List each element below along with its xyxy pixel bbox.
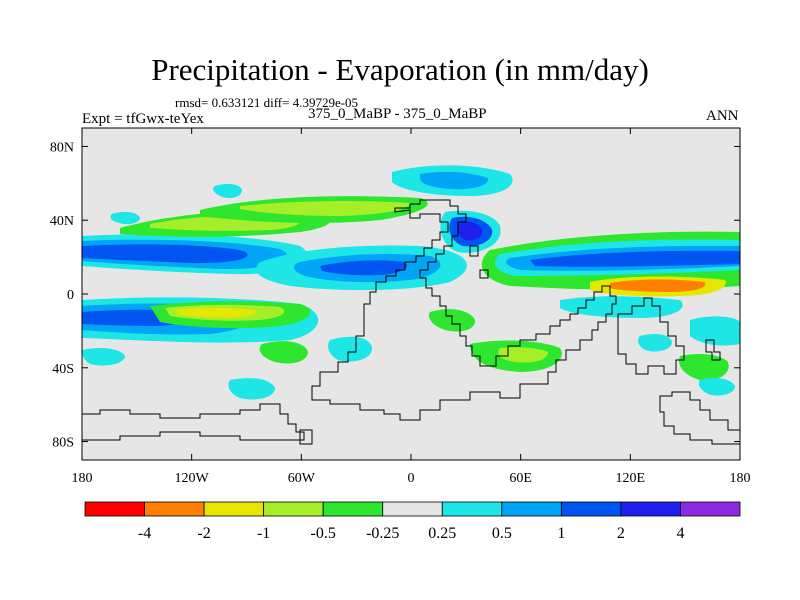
- coastline-southern-continent: [82, 403, 305, 441]
- colorbar-swatch: [441, 501, 503, 517]
- field-hlat-cyan-b: [213, 183, 242, 198]
- y-tick-label: 0: [67, 288, 74, 303]
- colorbar-label: 0.25: [428, 525, 456, 542]
- experiment-label: Expt = tfGwx-teYex: [82, 111, 204, 127]
- x-tick-label: 0: [408, 471, 415, 486]
- coastline-pangaea: [311, 199, 617, 421]
- field-smid-cyan-g: [328, 336, 372, 362]
- season-label: ANN: [706, 108, 739, 124]
- x-tick-label: 120E: [616, 471, 646, 486]
- field-smid-cyan-f: [690, 316, 740, 346]
- field-ssouth-cyan-c: [82, 348, 125, 366]
- colorbar-swatch: [203, 501, 265, 517]
- field-dry-orange: [610, 279, 706, 292]
- colorbar-label: -1: [257, 525, 270, 542]
- colorbar-label: 4: [676, 525, 684, 542]
- x-tick-label: 60W: [288, 471, 316, 486]
- colorbar-swatch: [322, 501, 384, 517]
- colorbar-label: 1: [557, 525, 565, 542]
- colorbar-swatch: [501, 501, 562, 517]
- comparison-subtitle: 375_0_MaBP - 375_0_MaBP: [308, 106, 487, 122]
- colorbar-swatch: [620, 501, 681, 517]
- field-hlat-lightblue: [420, 171, 489, 190]
- colorbar-label: 2: [617, 525, 625, 542]
- field-ssouth-cyan-a: [228, 378, 275, 400]
- field-ptethys-blue: [530, 250, 740, 267]
- colorbar-label: -0.25: [366, 525, 399, 542]
- y-tick-label: 80N: [50, 140, 74, 155]
- rmsd-diff-stats: rmsd= 0.633121 diff= 4.39729e-05: [175, 95, 359, 110]
- colorbar-swatch: [263, 501, 324, 517]
- field-nmid-lime: [240, 201, 410, 216]
- x-tick-label: 120W: [175, 471, 210, 486]
- coastline-far-east-island: [705, 339, 721, 361]
- y-tick-label: 80S: [52, 436, 74, 451]
- x-tick-label: 180: [730, 471, 751, 486]
- contour-fields: [82, 165, 740, 400]
- field-ssouth-cyan-b: [698, 378, 735, 396]
- x-tick-label: 60E: [509, 471, 532, 486]
- coastline-small-island-b: [469, 245, 479, 257]
- field-npac-blue: [82, 244, 248, 264]
- y-tick-label: 40N: [50, 214, 74, 229]
- colorbar-label: -2: [197, 525, 210, 542]
- field-ssouth-cyan-d: [637, 334, 672, 352]
- field-hlat-cyan-c: [110, 211, 140, 225]
- field-tethys-darkblue: [457, 221, 483, 241]
- colorbar-swatch: [382, 501, 443, 517]
- colorbar-swatch: [560, 501, 622, 517]
- x-tick-label: 180: [72, 471, 93, 486]
- field-smid-green-a: [259, 341, 308, 364]
- colorbar-label: -0.5: [311, 525, 336, 542]
- colorbar-swatch: [84, 501, 145, 517]
- field-smid-lime-b: [498, 347, 548, 363]
- colorbar-swatch: [680, 501, 741, 517]
- field-central-blue: [320, 260, 408, 276]
- coastline-small-island-c: [479, 269, 489, 279]
- colorbar-swatch: [144, 501, 205, 517]
- colorbar: -4 -2 -1 -0.5 -0.25 0.25 0.5 1 2 4: [84, 501, 741, 542]
- colorbar-label: 0.5: [492, 525, 512, 542]
- field-spac-yellow: [175, 307, 256, 318]
- colorbar-label: -4: [138, 525, 151, 542]
- chart-title: Precipitation - Evaporation (in mm/day): [151, 52, 649, 87]
- coastline-east-arc: [617, 297, 685, 375]
- axis-ticks: 180 120W 60W 0 60E 120E 180 80N 40N 0 40S 80S: [50, 128, 751, 486]
- field-smid-green-c: [679, 354, 729, 381]
- coastline-small-island-a: [299, 429, 313, 445]
- y-tick-label: 40S: [52, 362, 74, 377]
